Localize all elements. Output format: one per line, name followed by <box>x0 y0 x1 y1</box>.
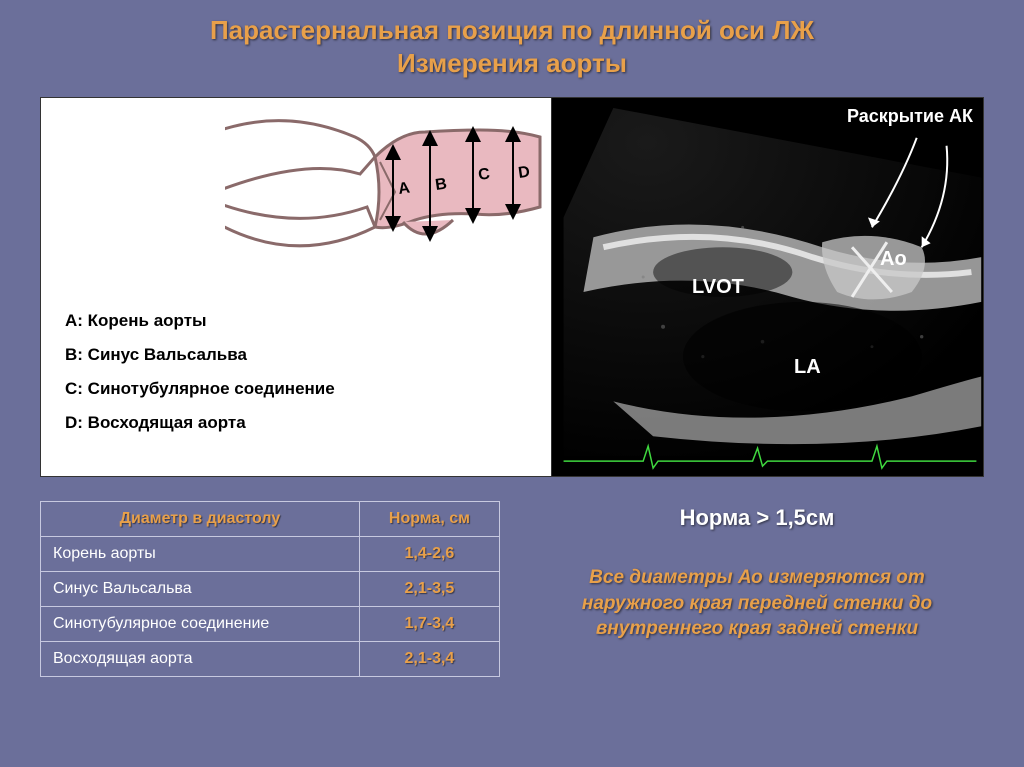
table-header: Норма, см <box>359 502 499 537</box>
legend-item: C: Синотубулярное соединение <box>65 372 335 406</box>
table-cell: Синотубулярное соединение <box>41 607 360 642</box>
ao-label: Ao <box>880 248 907 271</box>
note-line: наружного края передней стенки до <box>582 593 932 614</box>
measurement-note: Все диаметры Ао измеряются от наружного … <box>530 565 984 642</box>
diagram-legend: A: Корень аорты B: Синус Вальсальва C: С… <box>65 304 335 440</box>
ultrasound-panel: Раскрытие АК LVOT Ao LA <box>551 98 983 476</box>
norm-threshold: Норма > 1,5см <box>530 505 984 531</box>
title-line1: Парастернальная позиция по длинной оси Л… <box>210 15 814 45</box>
ak-opening-label: Раскрытие АК <box>847 106 973 127</box>
table-header: Диаметр в диастолу <box>41 502 360 537</box>
main-figure-area: A B C D A: Корень аорты B: Синус Вальсал… <box>40 97 984 477</box>
aorta-diagram: A B C D <box>225 102 545 282</box>
legend-item: B: Синус Вальсальва <box>65 338 335 372</box>
table-cell: 1,7-3,4 <box>359 607 499 642</box>
slide-title: Парастернальная позиция по длинной оси Л… <box>0 0 1024 89</box>
bottom-row: Диаметр в диастолу Норма, см Корень аорт… <box>40 501 984 677</box>
ultrasound-svg <box>552 98 983 476</box>
diagram-label-b: B <box>434 176 448 194</box>
note-line: Все диаметры Ао измеряются от <box>589 567 925 588</box>
table-cell: 2,1-3,4 <box>359 642 499 677</box>
table-cell: Восходящая аорта <box>41 642 360 677</box>
title-line2: Измерения аорты <box>397 48 627 78</box>
table-cell: Синус Вальсальва <box>41 572 360 607</box>
diagram-svg: A B C D <box>225 102 545 282</box>
table-row: Синус Вальсальва 2,1-3,5 <box>41 572 500 607</box>
table-cell: 2,1-3,5 <box>359 572 499 607</box>
table-row: Корень аорты 1,4-2,6 <box>41 537 500 572</box>
la-label: LA <box>794 356 821 379</box>
table-header-row: Диаметр в диастолу Норма, см <box>41 502 500 537</box>
table-row: Восходящая аорта 2,1-3,4 <box>41 642 500 677</box>
note-line: внутреннего края задней стенки <box>596 618 918 639</box>
legend-item: A: Корень аорты <box>65 304 335 338</box>
legend-item: D: Восходящая аорта <box>65 406 335 440</box>
right-notes: Норма > 1,5см Все диаметры Ао измеряются… <box>530 501 984 642</box>
lvot-label: LVOT <box>692 276 744 299</box>
norms-table: Диаметр в диастолу Норма, см Корень аорт… <box>40 501 500 677</box>
table-cell: Корень аорты <box>41 537 360 572</box>
diagram-panel: A B C D A: Корень аорты B: Синус Вальсал… <box>41 98 551 476</box>
table-row: Синотубулярное соединение 1,7-3,4 <box>41 607 500 642</box>
diagram-label-d: D <box>517 164 531 182</box>
table-cell: 1,4-2,6 <box>359 537 499 572</box>
